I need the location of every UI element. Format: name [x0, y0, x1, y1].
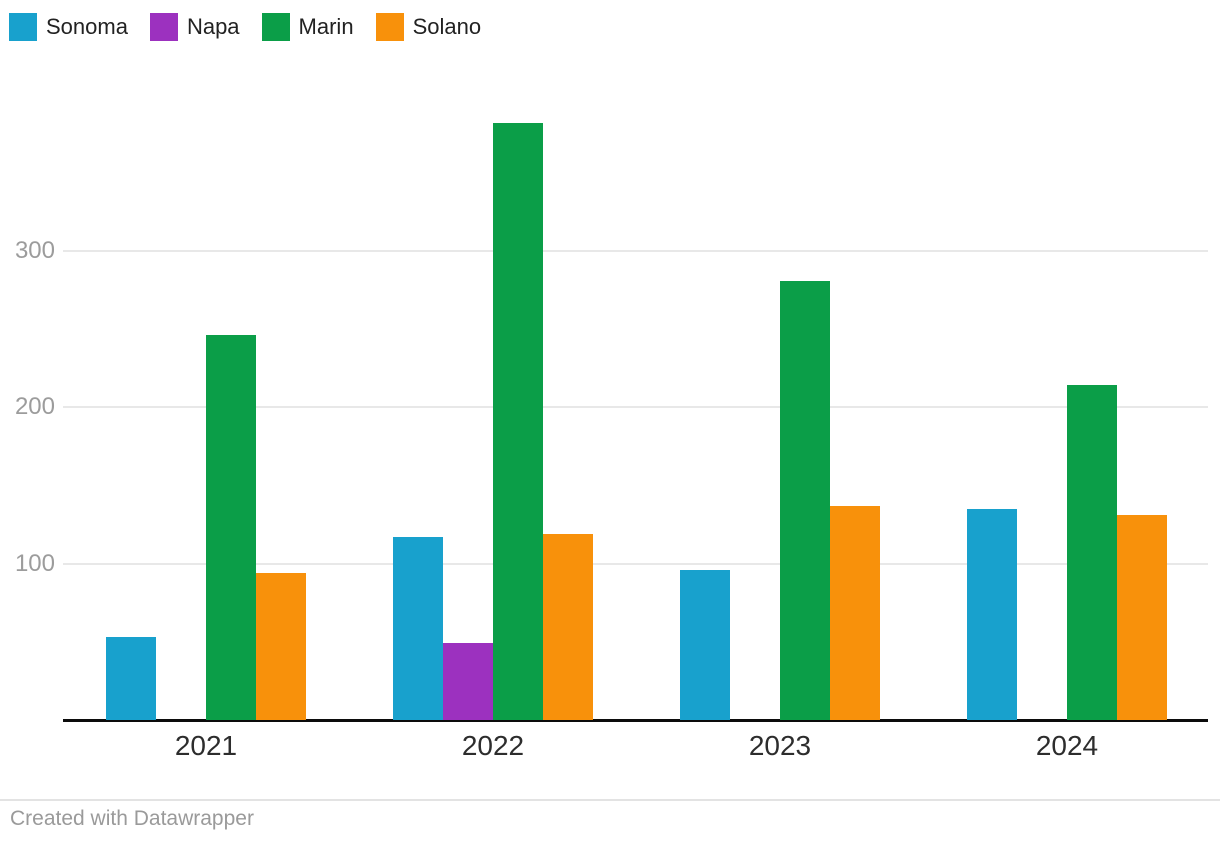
- bar-sonoma-2024: [967, 509, 1017, 720]
- bar-slot: [780, 60, 830, 720]
- bar-solano-2023: [830, 506, 880, 720]
- x-axis-label-2024: 2024: [1035, 730, 1099, 761]
- gridline-200: [63, 406, 1208, 409]
- legend-label: Solano: [412, 14, 482, 39]
- bar-group-2021: [106, 60, 306, 720]
- bar-marin-2024: [1067, 385, 1117, 720]
- bar-marin-2021: [206, 335, 256, 720]
- bar-marin-2022: [493, 123, 543, 720]
- bar-slot: [393, 60, 443, 720]
- x-axis-baseline: [63, 719, 1208, 722]
- legend-swatch-icon: [149, 13, 178, 41]
- bar-slot: [106, 60, 156, 720]
- legend-label: Marin: [298, 14, 354, 39]
- bar-slot: [543, 60, 593, 720]
- legend: Sonoma Napa Marin Solano: [9, 13, 481, 41]
- bar-slot: [493, 60, 543, 720]
- bar-slot: [967, 60, 1017, 720]
- legend-swatch-icon: [261, 13, 290, 41]
- bar-group-2024: [967, 60, 1167, 720]
- x-axis-label-2022: 2022: [461, 730, 525, 761]
- bar-solano-2021: [256, 573, 306, 720]
- bar-napa-2022: [443, 643, 493, 720]
- bar-slot: [156, 60, 206, 720]
- bar-slot: [256, 60, 306, 720]
- x-axis-label-2021: 2021: [174, 730, 238, 761]
- bar-marin-2023: [780, 281, 830, 720]
- footer-divider: [0, 799, 1220, 801]
- y-axis-tick-label: 300: [14, 236, 55, 264]
- legend-swatch-icon: [375, 13, 404, 41]
- legend-item-napa: Napa: [149, 13, 240, 41]
- bar-slot: [1117, 60, 1167, 720]
- legend-label: Sonoma: [46, 14, 128, 39]
- bar-group-2022: [393, 60, 593, 720]
- legend-item-sonoma: Sonoma: [9, 13, 128, 41]
- bar-sonoma-2022: [393, 537, 443, 720]
- legend-label: Napa: [186, 14, 240, 39]
- bar-sonoma-2021: [106, 637, 156, 720]
- bar-slot: [1067, 60, 1117, 720]
- bar-slot: [730, 60, 780, 720]
- bar-slot: [206, 60, 256, 720]
- y-axis-tick-label: 100: [14, 549, 55, 577]
- bar-slot: [1017, 60, 1067, 720]
- bar-solano-2022: [543, 534, 593, 720]
- bar-sonoma-2023: [680, 570, 730, 720]
- bar-slot: [830, 60, 880, 720]
- y-axis-tick-label: 200: [14, 393, 55, 421]
- gridline-100: [63, 562, 1208, 565]
- bar-slot: [680, 60, 730, 720]
- legend-swatch-icon: [9, 13, 37, 41]
- x-axis-label-2023: 2023: [748, 730, 812, 761]
- legend-item-marin: Marin: [261, 13, 354, 41]
- bar-slot: [443, 60, 493, 720]
- legend-item-solano: Solano: [375, 13, 482, 41]
- gridline-300: [63, 249, 1208, 252]
- bar-solano-2024: [1117, 515, 1167, 720]
- bar-group-2023: [680, 60, 880, 720]
- plot-area: 100 200 300: [0, 60, 1220, 722]
- datawrapper-credit-link[interactable]: Created with Datawrapper: [10, 807, 254, 830]
